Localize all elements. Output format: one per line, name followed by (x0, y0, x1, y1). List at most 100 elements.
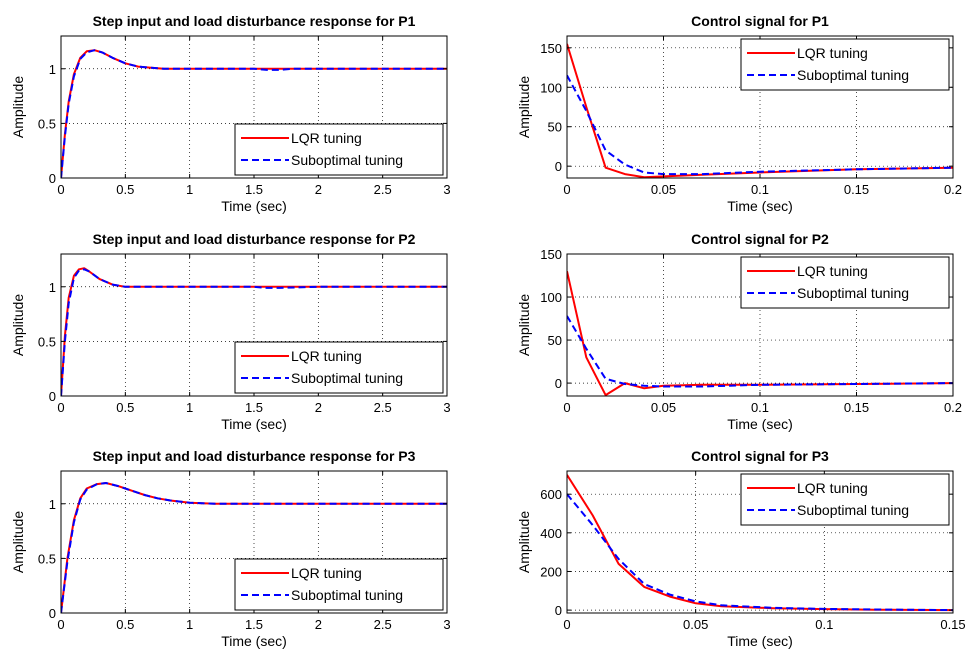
y-axis-label: Amplitude (516, 294, 532, 356)
x-tick-label: 1.5 (245, 617, 263, 632)
x-tick-label: 2.5 (374, 182, 392, 197)
x-tick-label: 0.15 (844, 400, 869, 415)
legend-box (740, 38, 950, 91)
x-tick-label: 0 (563, 617, 570, 632)
x-tick-label: 0.5 (116, 617, 134, 632)
subplot-title: Step input and load disturbance response… (93, 231, 416, 247)
y-tick-label: 200 (540, 564, 562, 579)
legend: LQR tuning Suboptimal tuning (234, 123, 444, 176)
x-tick-label: 3 (443, 617, 450, 632)
legend-label-suboptimal: Suboptimal tuning (291, 370, 403, 386)
x-tick-label: 2.5 (374, 400, 392, 415)
legend-box (740, 256, 950, 309)
lqr-tuning-line (61, 267, 447, 396)
x-tick-label: 0.15 (844, 182, 869, 197)
x-tick-label: 0.2 (944, 400, 962, 415)
y-tick-label: 150 (540, 247, 562, 262)
y-axis-label: Amplitude (516, 511, 532, 573)
y-tick-label: 0 (555, 159, 562, 174)
x-tick-label: 2 (315, 617, 322, 632)
x-axis-label: Time (sec) (221, 198, 287, 214)
y-tick-label: 0 (49, 171, 56, 186)
x-tick-label: 2 (315, 182, 322, 197)
subplot-title: Control signal for P3 (691, 448, 829, 464)
axes-box (566, 470, 954, 614)
x-tick-label: 0 (57, 182, 64, 197)
suboptimal-tuning-line (567, 493, 953, 612)
lqr-tuning-line (61, 482, 447, 613)
x-tick-label: 1.5 (245, 182, 263, 197)
y-axis-label: Amplitude (516, 76, 532, 138)
legend: LQR tuning Suboptimal tuning (234, 341, 444, 394)
x-tick-label: 0.05 (651, 400, 676, 415)
x-tick-label: 3 (443, 400, 450, 415)
lqr-tuning-line (567, 43, 953, 178)
legend-box (234, 558, 444, 611)
y-tick-label: 0 (555, 603, 562, 618)
y-tick-label: 1 (49, 497, 56, 512)
x-tick-label: 0.2 (944, 182, 962, 197)
legend-box (234, 123, 444, 176)
x-tick-label: 0 (563, 182, 570, 197)
legend-label-lqr: LQR tuning (797, 45, 868, 61)
x-tick-label: 1 (186, 400, 193, 415)
x-axis-label: Time (sec) (221, 416, 287, 432)
legend-box (740, 473, 950, 526)
legend-label-suboptimal: Suboptimal tuning (797, 502, 909, 518)
subplot-title: Step input and load disturbance response… (93, 13, 416, 29)
legend-label-lqr: LQR tuning (291, 130, 362, 146)
series-group (567, 43, 953, 178)
x-axis-label: Time (sec) (727, 633, 793, 649)
subplot-4: 0 0.05 0.1 0.15 0.2 0 50 100 150 Control signal f… (516, 231, 962, 432)
x-tick-label: 0.5 (116, 400, 134, 415)
x-tick-label: 1 (186, 617, 193, 632)
legend: LQR tuning Suboptimal tuning (740, 473, 950, 526)
x-tick-label: 0 (57, 617, 64, 632)
x-axis-label: Time (sec) (727, 416, 793, 432)
series-group (61, 49, 447, 178)
series-group (567, 270, 953, 396)
y-tick-label: 0 (555, 376, 562, 391)
y-tick-label: 0.5 (38, 116, 56, 131)
x-tick-label: 1 (186, 182, 193, 197)
x-tick-label: 0.05 (683, 617, 708, 632)
suboptimal-tuning-line (61, 49, 447, 178)
x-axis-label: Time (sec) (727, 198, 793, 214)
legend-label-suboptimal: Suboptimal tuning (797, 285, 909, 301)
x-tick-label: 0 (563, 400, 570, 415)
y-axis-label: Amplitude (10, 294, 26, 356)
subplot-1: 0 0.5 1 1.5 2 2.5 3 0 0.5 1 Step input and load di… (10, 13, 451, 214)
y-axis-label: Amplitude (10, 511, 26, 573)
x-tick-label: 0.15 (940, 617, 965, 632)
series-group (61, 482, 447, 613)
x-axis-label: Time (sec) (221, 633, 287, 649)
y-tick-label: 0 (49, 606, 56, 621)
y-tick-label: 100 (540, 290, 562, 305)
y-tick-label: 150 (540, 41, 562, 56)
y-tick-label: 0.5 (38, 334, 56, 349)
subplot-title: Control signal for P2 (691, 231, 829, 247)
x-tick-label: 2.5 (374, 617, 392, 632)
y-tick-label: 400 (540, 526, 562, 541)
y-tick-label: 50 (548, 333, 562, 348)
y-tick-label: 100 (540, 80, 562, 95)
legend-label-suboptimal: Suboptimal tuning (797, 67, 909, 83)
legend-label-suboptimal: Suboptimal tuning (291, 152, 403, 168)
y-axis-label: Amplitude (10, 76, 26, 138)
legend: LQR tuning Suboptimal tuning (740, 256, 950, 309)
legend-label-suboptimal: Suboptimal tuning (291, 587, 403, 603)
x-tick-label: 0.1 (751, 182, 769, 197)
y-tick-label: 0.5 (38, 551, 56, 566)
subplot-2: 0 0.05 0.1 0.15 0.2 0 50 100 150 Control signal f… (516, 13, 962, 214)
y-tick-label: 50 (548, 120, 562, 135)
x-tick-label: 0 (57, 400, 64, 415)
suboptimal-tuning-line (567, 74, 953, 176)
subplot-title: Control signal for P1 (691, 13, 829, 29)
legend-label-lqr: LQR tuning (291, 565, 362, 581)
y-tick-label: 600 (540, 487, 562, 502)
subplot-5: 0 0.5 1 1.5 2 2.5 3 0 0.5 1 Step input and load di… (10, 448, 451, 649)
x-tick-label: 2 (315, 400, 322, 415)
legend: LQR tuning Suboptimal tuning (740, 38, 950, 91)
series-group (567, 474, 953, 612)
